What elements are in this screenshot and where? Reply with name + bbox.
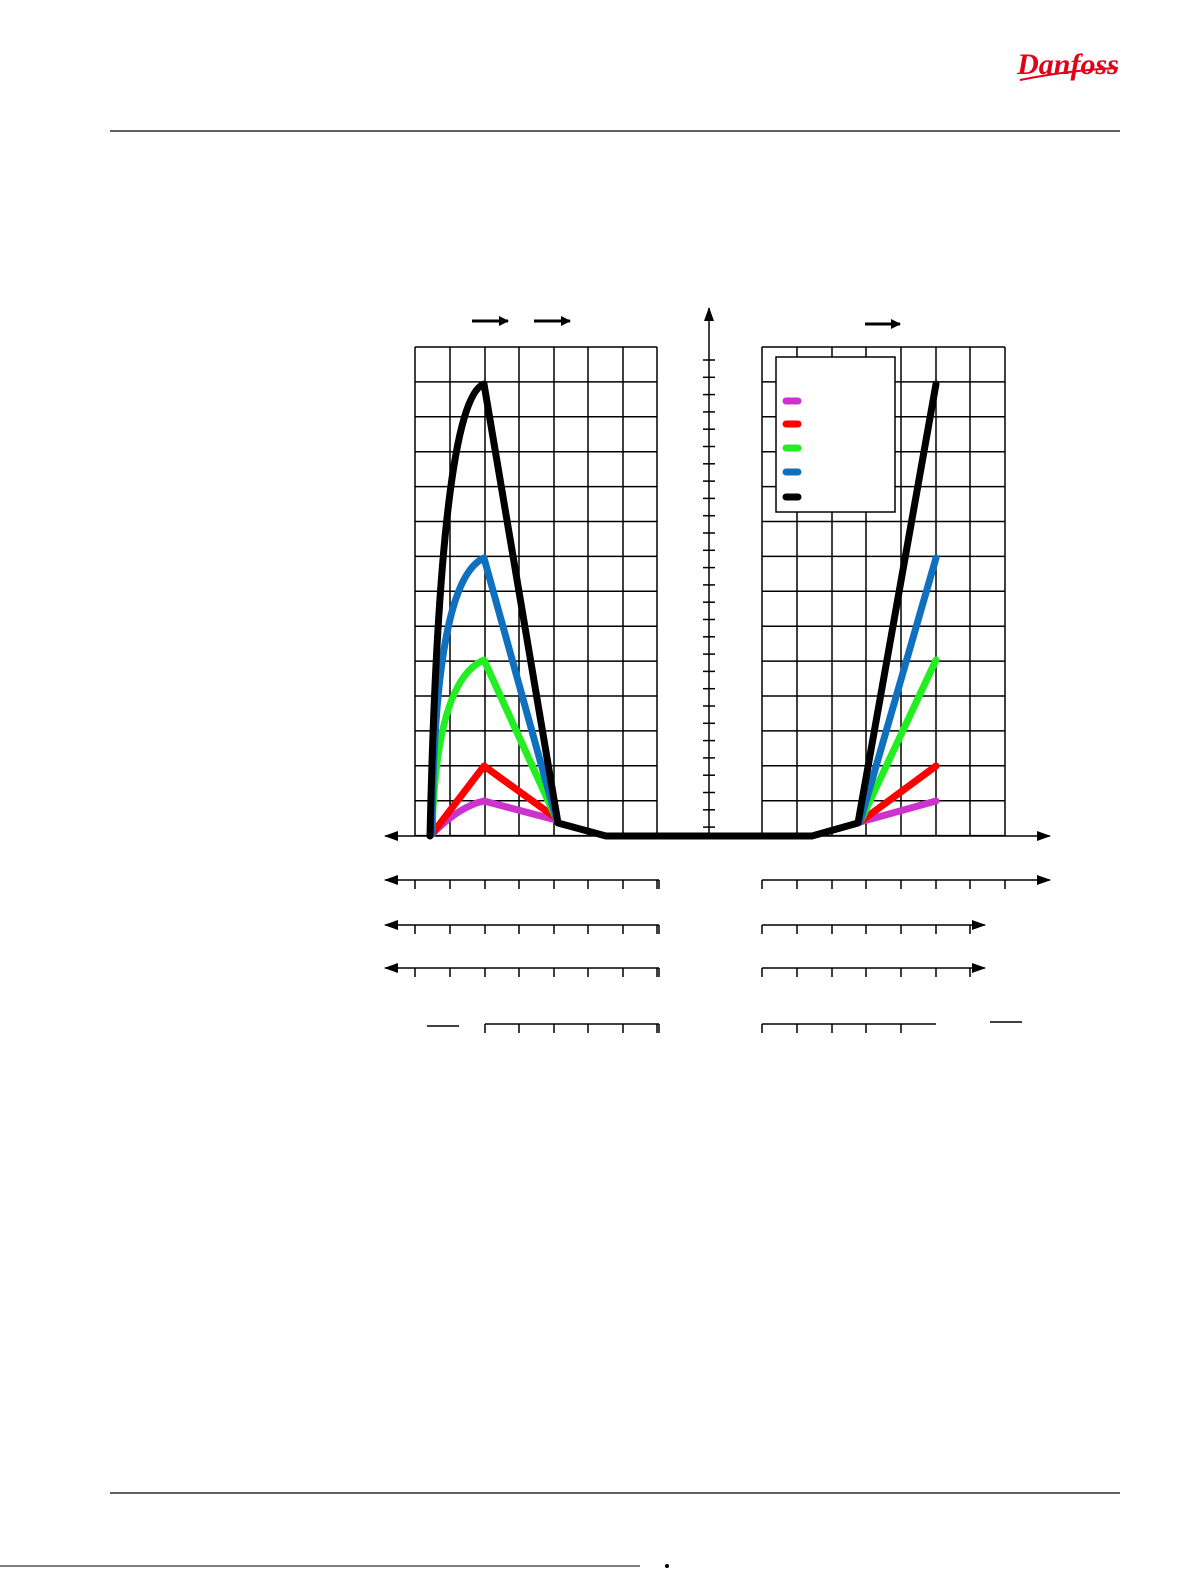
top-arrows	[472, 316, 901, 329]
logo-swoosh	[1019, 67, 1119, 81]
curves	[426, 380, 940, 840]
legend-swatches	[782, 397, 802, 501]
logo: Danfoss	[1016, 48, 1119, 81]
legend-box	[775, 356, 896, 513]
dot	[665, 1564, 669, 1568]
diagram	[384, 307, 1051, 1033]
